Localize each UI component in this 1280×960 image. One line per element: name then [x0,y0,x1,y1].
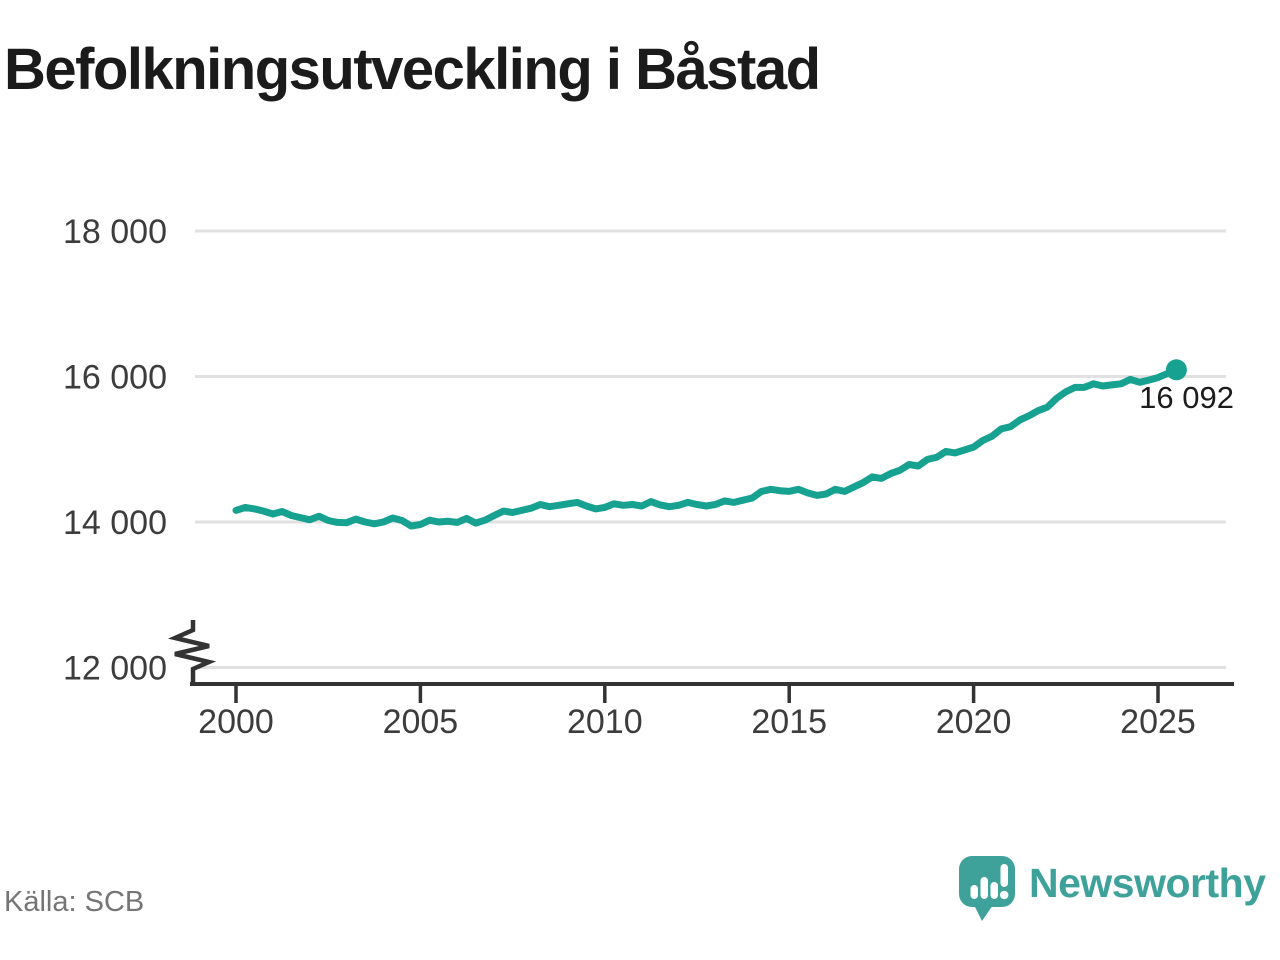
data-series-layer [232,359,1187,530]
x-axis-tick-label: 2020 [936,703,1012,741]
y-axis-tick-label: 14 000 [63,504,167,542]
gridlines-layer [195,229,1226,669]
end-value-label: 16 092 [1139,380,1234,415]
x-axis-tick-label: 2005 [383,703,459,741]
newsworthy-wordmark: Newsworthy [1029,859,1266,906]
y-axis-break-icon [167,620,217,684]
x-axis-tick-label: 2000 [198,703,274,741]
x-axis-tick-label: 2015 [751,703,827,741]
end-point-dot [1165,359,1187,381]
y-axis-tick-label: 16 000 [63,359,167,397]
x-axis-tick-label: 2010 [567,703,643,741]
newsworthy-logo-icon [959,856,1015,921]
axis-labels-layer: 18 000 16 000 14 000 12 000 2000 2005 2010 2015… [63,213,1234,741]
x-axis-tick-label: 2025 [1120,703,1196,741]
source-note: Källa: SCB [4,886,145,918]
newsworthy-brand: Newsworthy [958,856,1266,922]
y-axis-tick-label: 12 000 [63,650,167,688]
y-axis-tick-label: 18 000 [63,213,167,251]
population-line [232,366,1180,530]
chart-title: Befolkningsutveckling i Båstad [4,37,821,102]
axis-layer [167,620,1234,686]
